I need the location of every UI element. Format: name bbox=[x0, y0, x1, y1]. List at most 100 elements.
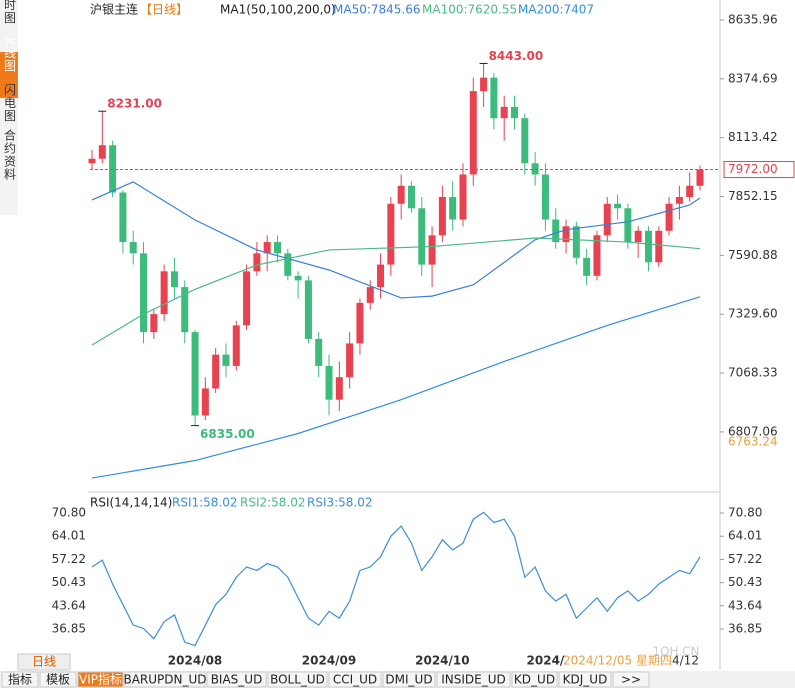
cursor-date: 2024/12/05 星期四 bbox=[563, 654, 672, 668]
candle-body bbox=[201, 388, 209, 416]
x-tick-label: 2024/10 bbox=[415, 654, 469, 668]
candle-body bbox=[603, 203, 611, 236]
sidebar-tab[interactable]: 闪电图 bbox=[3, 83, 17, 122]
annotation: 8443.00 bbox=[489, 49, 544, 63]
footer-tab-label: CCI_UD bbox=[333, 673, 377, 687]
footer-tab[interactable] bbox=[511, 671, 558, 688]
candle-body bbox=[490, 77, 498, 119]
rsi-legend: RSI3:58.02 bbox=[307, 496, 373, 510]
candle-body bbox=[552, 219, 560, 243]
footer-tab-label: BARUPDN_UD bbox=[123, 673, 206, 687]
footer-tab[interactable] bbox=[206, 671, 267, 688]
x-tick-label: 2024/09 bbox=[302, 654, 356, 668]
ma50-legend: MA50:7845.66 bbox=[333, 3, 421, 17]
candle-body bbox=[98, 145, 106, 159]
rsi-legend: RSI1:58.02 bbox=[172, 496, 238, 510]
footer-tab-label: KD_UD bbox=[514, 673, 555, 687]
y-tick-label: 7068.33 bbox=[728, 366, 778, 380]
candle-body bbox=[150, 314, 158, 333]
y-tick-label: 8374.69 bbox=[728, 71, 778, 85]
rsi-legend: RSI2:58.02 bbox=[240, 496, 306, 510]
footer-tab-label: VIP指标 bbox=[79, 672, 122, 687]
rsi-tick-label: 50.43 bbox=[728, 575, 762, 589]
footer-tab[interactable] bbox=[558, 671, 612, 688]
footer-tab[interactable] bbox=[1, 671, 39, 688]
last-price-box bbox=[723, 161, 795, 179]
candle-body bbox=[366, 287, 374, 303]
axis-marker: 6763.24 bbox=[728, 434, 778, 448]
rsi-tick-label: 43.64 bbox=[728, 598, 762, 612]
candle-body bbox=[243, 271, 251, 326]
footer-tab[interactable] bbox=[124, 671, 206, 688]
candle-body bbox=[170, 271, 178, 288]
footer-tab-label: 模板 bbox=[46, 673, 70, 687]
candle-body bbox=[140, 253, 148, 333]
candle-body bbox=[407, 185, 415, 209]
rsi-tick-label-left: 50.43 bbox=[52, 575, 86, 589]
sidebar-tab[interactable]: 分时图 bbox=[3, 0, 17, 25]
footer-tab-label: >> bbox=[621, 673, 641, 687]
candle-body bbox=[511, 106, 519, 119]
candle-body bbox=[346, 343, 354, 378]
candle-body bbox=[160, 271, 168, 315]
candle-body bbox=[181, 287, 189, 333]
footer-tab-label: BOLL_UD bbox=[270, 673, 325, 687]
period-tab[interactable] bbox=[17, 653, 71, 671]
candle-body bbox=[335, 377, 343, 400]
period-tab-label: 日线 bbox=[32, 655, 56, 669]
footer-tab-label: BIAS_UD bbox=[211, 673, 263, 687]
candle-body bbox=[531, 163, 539, 175]
candle-body bbox=[686, 185, 694, 198]
candle-body bbox=[397, 185, 405, 204]
candle-body bbox=[593, 235, 601, 276]
annotation: 6835.00 bbox=[200, 427, 255, 441]
footer-tab[interactable] bbox=[267, 671, 328, 688]
candle-body bbox=[634, 230, 642, 243]
sidebar-tab[interactable]: K线图 bbox=[3, 38, 17, 73]
period: 【日线】 bbox=[140, 3, 188, 17]
candle-body bbox=[191, 332, 199, 416]
rsi-tick-label: 70.80 bbox=[728, 506, 762, 520]
candle-body bbox=[263, 242, 271, 254]
rsi-tick-label-left: 43.64 bbox=[52, 598, 86, 612]
candle-body bbox=[377, 264, 385, 288]
footer-tab[interactable] bbox=[612, 671, 650, 688]
footer-tab-label: DMI_UD bbox=[385, 673, 432, 687]
y-tick-label: 6807.06 bbox=[728, 424, 778, 438]
footer-tab-label: INSIDE_UD bbox=[441, 673, 506, 687]
rsi-title: RSI(14,14,14) bbox=[90, 496, 172, 510]
indicator: MA1(50,100,200,0) bbox=[220, 3, 336, 17]
candle-body bbox=[222, 354, 230, 366]
candle-body bbox=[284, 253, 292, 276]
sidebar-tab[interactable]: 合约资料 bbox=[3, 128, 17, 181]
candle-body bbox=[469, 91, 477, 175]
footer-tab[interactable] bbox=[436, 671, 511, 688]
candle-body bbox=[325, 365, 333, 400]
candle-body bbox=[449, 197, 457, 220]
candle-body bbox=[428, 235, 436, 265]
candle-body bbox=[521, 118, 529, 164]
candle-body bbox=[480, 77, 488, 92]
candle-body bbox=[583, 257, 591, 276]
candle-body bbox=[562, 226, 570, 243]
x-tick-label: 2024/08 bbox=[168, 654, 222, 668]
rsi-tick-label-left: 64.01 bbox=[52, 529, 86, 543]
footer-tab-label: 指标 bbox=[8, 672, 32, 687]
candle-body bbox=[541, 174, 549, 220]
footer-tab[interactable] bbox=[77, 671, 124, 688]
footer-tab[interactable] bbox=[328, 671, 382, 688]
candle-body bbox=[438, 197, 446, 236]
candle-body bbox=[315, 338, 323, 366]
candle-body bbox=[675, 197, 683, 204]
rsi-tick-label: 57.22 bbox=[728, 552, 762, 566]
ma-line bbox=[91, 296, 701, 479]
footer-tab[interactable] bbox=[382, 671, 436, 688]
annotation: 8231.00 bbox=[107, 97, 162, 111]
footer-tab[interactable] bbox=[39, 671, 77, 688]
rsi-tick-label-left: 57.22 bbox=[52, 552, 86, 566]
candle-body bbox=[500, 106, 508, 119]
y-tick-label: 7852.15 bbox=[728, 189, 778, 203]
ma-line bbox=[91, 181, 701, 299]
